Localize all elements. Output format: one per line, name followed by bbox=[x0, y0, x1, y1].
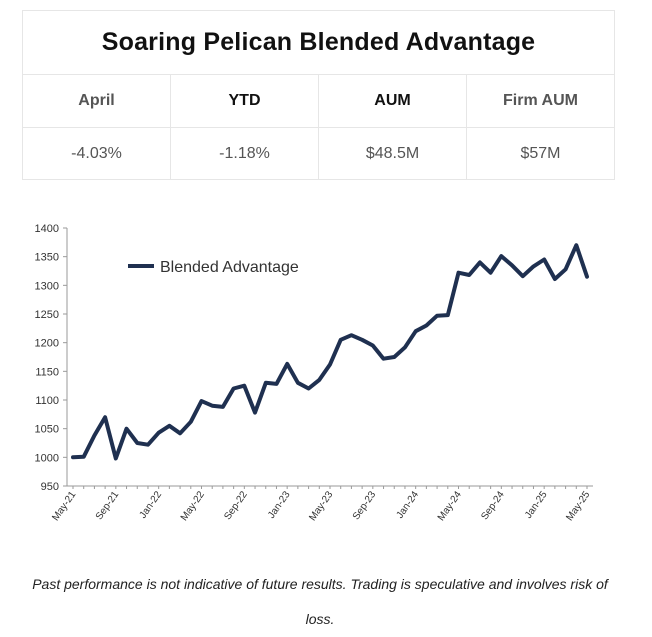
data-point bbox=[415, 330, 417, 332]
data-point bbox=[340, 339, 342, 341]
data-point bbox=[83, 456, 85, 458]
x-tick-label: Jan-22 bbox=[138, 489, 165, 521]
data-point bbox=[404, 346, 406, 348]
data-point bbox=[318, 379, 320, 381]
data-point bbox=[136, 442, 138, 444]
stats-title: Soaring Pelican Blended Advantage bbox=[23, 11, 614, 75]
value-ytd: -1.18% bbox=[171, 128, 319, 180]
data-point bbox=[490, 272, 492, 274]
data-point bbox=[479, 261, 481, 263]
data-point bbox=[586, 276, 588, 278]
data-point bbox=[522, 275, 524, 277]
x-tick-label: Sep-21 bbox=[94, 489, 122, 522]
x-tick-label: Sep-24 bbox=[479, 489, 507, 522]
data-point bbox=[393, 356, 395, 358]
data-point bbox=[190, 421, 192, 423]
data-point bbox=[436, 315, 438, 317]
data-point bbox=[565, 268, 567, 270]
x-axis: May-21 Sep-21 Jan-22 May-22 Sep-22 Jan-23 May-… bbox=[50, 485, 593, 523]
x-tick-label: Sep-23 bbox=[351, 489, 379, 522]
legend-label: Blended Advantage bbox=[160, 259, 299, 276]
data-point bbox=[201, 400, 202, 402]
data-point bbox=[222, 406, 224, 408]
value-april: -4.03% bbox=[23, 128, 171, 180]
plot-series bbox=[71, 243, 589, 461]
x-tick-label: May-22 bbox=[179, 489, 207, 523]
y-tick-label: 1250 bbox=[35, 309, 59, 321]
value-aum: $48.5M bbox=[319, 128, 467, 180]
data-point bbox=[168, 425, 170, 427]
stats-header-row: April YTD AUM Firm AUM bbox=[23, 75, 614, 128]
data-point bbox=[265, 382, 267, 384]
data-point bbox=[72, 456, 74, 458]
performance-chart: 950100010501100115012001250130013501400 … bbox=[35, 223, 593, 523]
y-tick-label: 1150 bbox=[35, 366, 59, 378]
data-point bbox=[350, 334, 352, 336]
data-point bbox=[554, 278, 556, 280]
data-point bbox=[115, 457, 117, 459]
data-point bbox=[179, 432, 181, 434]
data-point bbox=[383, 358, 385, 360]
data-point bbox=[275, 383, 277, 385]
y-tick-label: 1050 bbox=[35, 424, 59, 436]
data-point bbox=[458, 272, 459, 274]
y-tick-label: 950 bbox=[41, 481, 59, 493]
y-tick-label: 1300 bbox=[35, 280, 59, 292]
x-tick-label: May-21 bbox=[50, 489, 78, 523]
data-point bbox=[372, 345, 374, 347]
data-point bbox=[361, 339, 363, 341]
x-tick-label: Jan-23 bbox=[266, 489, 293, 521]
data-point bbox=[254, 412, 256, 414]
disclaimer-text: Past performance is not indicative of fu… bbox=[32, 576, 608, 627]
data-point bbox=[532, 265, 534, 267]
x-tick-label: May-24 bbox=[436, 489, 464, 523]
x-tick-label: Jan-25 bbox=[523, 489, 550, 521]
header-april: April bbox=[23, 75, 171, 127]
data-point bbox=[297, 382, 299, 384]
data-point bbox=[286, 363, 288, 365]
data-point bbox=[425, 324, 427, 326]
header-aum: AUM bbox=[319, 75, 467, 127]
data-point bbox=[543, 259, 545, 261]
data-point bbox=[158, 432, 160, 434]
data-point bbox=[126, 428, 128, 430]
y-tick-label: 1200 bbox=[35, 338, 59, 350]
x-tick-label: Jan-24 bbox=[395, 489, 422, 521]
stats-value-row: -4.03% -1.18% $48.5M $57M bbox=[23, 128, 614, 180]
data-point bbox=[575, 244, 577, 246]
data-point bbox=[147, 444, 149, 446]
data-point bbox=[468, 274, 470, 276]
data-point bbox=[329, 363, 331, 365]
chart-legend: Blended Advantage bbox=[128, 259, 299, 276]
data-point bbox=[447, 314, 449, 316]
data-point bbox=[93, 435, 95, 437]
y-tick-label: 1350 bbox=[35, 252, 59, 264]
x-tick-label: May-25 bbox=[564, 489, 592, 523]
header-firm-aum: Firm AUM bbox=[503, 92, 578, 109]
data-point bbox=[243, 385, 245, 387]
data-point bbox=[500, 255, 502, 257]
x-tick-label: Sep-22 bbox=[222, 489, 250, 522]
y-tick-label: 1100 bbox=[35, 395, 59, 407]
value-firm-aum: $57M bbox=[520, 145, 561, 162]
data-point bbox=[511, 264, 513, 266]
y-axis: 950 1000 1050 1100 1150 1200 1250 1300 1350 1400 bbox=[35, 223, 68, 493]
x-tick-label: May-23 bbox=[307, 489, 335, 523]
data-point bbox=[308, 388, 310, 390]
data-point bbox=[233, 388, 235, 390]
header-ytd: YTD bbox=[171, 75, 319, 127]
stats-table: Soaring Pelican Blended Advantage April … bbox=[22, 10, 615, 180]
data-point bbox=[211, 405, 213, 407]
data-point bbox=[104, 416, 106, 418]
series-line bbox=[71, 243, 589, 461]
y-tick-label: 1400 bbox=[35, 223, 59, 235]
y-tick-label: 1000 bbox=[35, 452, 59, 464]
